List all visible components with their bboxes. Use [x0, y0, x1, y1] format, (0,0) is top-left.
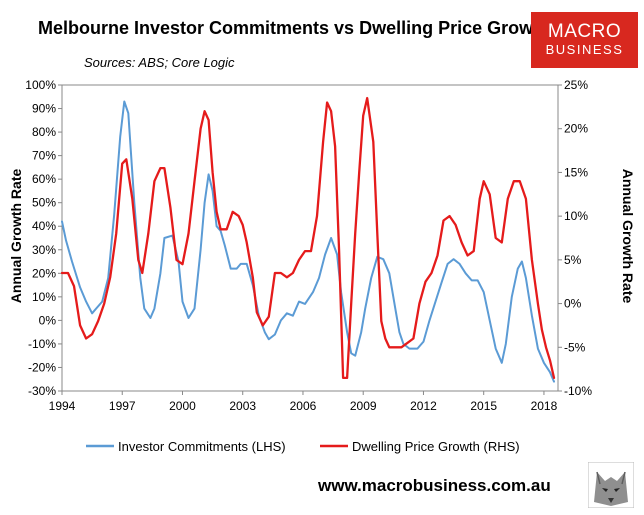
- x-tick-label: 2006: [290, 399, 317, 413]
- x-tick-label: 2018: [531, 399, 558, 413]
- left-axis-label: Annual Growth Rate: [8, 169, 24, 304]
- x-axis-ticks: 1994 1997 2000 2003 2006 2009 2012 2015 2018: [49, 391, 558, 413]
- left-tick-label: 50%: [32, 196, 56, 210]
- website-url: www.macrobusiness.com.au: [318, 476, 551, 495]
- left-tick-label: 100%: [25, 78, 56, 92]
- logo-line-2: BUSINESS: [545, 42, 624, 57]
- investor-commitments-line: [61, 100, 555, 383]
- x-tick-label: 2009: [350, 399, 377, 413]
- left-tick-label: -20%: [28, 360, 56, 374]
- right-tick-label: -5%: [564, 340, 586, 354]
- right-tick-label: 0%: [564, 297, 582, 311]
- legend-label: Dwelling Price Growth (RHS): [352, 439, 520, 454]
- right-tick-label: 25%: [564, 78, 588, 92]
- left-tick-label: 90%: [32, 102, 56, 116]
- logo-line-1: MACRO: [547, 21, 622, 42]
- right-axis-ticks: -10% -5% 0% 5% 10% 15% 20% 25%: [558, 78, 592, 398]
- dwelling-price-growth-line: [60, 96, 556, 380]
- right-tick-label: 20%: [564, 122, 588, 136]
- wolf-logo-icon: [588, 462, 634, 508]
- x-tick-label: 2012: [410, 399, 437, 413]
- left-tick-label: 60%: [32, 172, 56, 186]
- left-tick-label: 30%: [32, 243, 56, 257]
- chart-title: Melbourne Investor Commitments vs Dwelli…: [38, 18, 551, 38]
- right-tick-label: 15%: [564, 165, 588, 179]
- left-tick-label: 20%: [32, 266, 56, 280]
- left-tick-label: 0%: [39, 313, 57, 327]
- series-lines: [60, 96, 556, 383]
- x-tick-label: 1994: [49, 399, 76, 413]
- right-tick-label: 5%: [564, 253, 582, 267]
- right-tick-label: 10%: [564, 209, 588, 223]
- chart-sources: Sources: ABS; Core Logic: [84, 55, 235, 70]
- plot-border: [61, 84, 559, 392]
- left-tick-label: 40%: [32, 219, 56, 233]
- left-tick-label: -10%: [28, 337, 56, 351]
- x-tick-label: 1997: [109, 399, 136, 413]
- plot-frame: [61, 84, 559, 392]
- legend-label: Investor Commitments (LHS): [118, 439, 286, 454]
- x-tick-label: 2000: [169, 399, 196, 413]
- x-tick-label: 2015: [470, 399, 497, 413]
- x-tick-label: 2003: [229, 399, 256, 413]
- left-tick-label: 80%: [32, 125, 56, 139]
- left-tick-label: 70%: [32, 149, 56, 163]
- macro-business-logo: MACRO BUSINESS: [531, 12, 638, 68]
- right-tick-label: -10%: [564, 384, 592, 398]
- left-axis-ticks: -30% -20% -10% 0% 10% 20% 30% 40% 50% 60% 70% 80% 90…: [25, 78, 62, 398]
- left-tick-label: -30%: [28, 384, 56, 398]
- legend: Investor Commitments (LHS) Dwelling Price…: [86, 439, 520, 454]
- left-tick-label: 10%: [32, 290, 56, 304]
- right-axis-label: Annual Growth Rate: [620, 169, 636, 304]
